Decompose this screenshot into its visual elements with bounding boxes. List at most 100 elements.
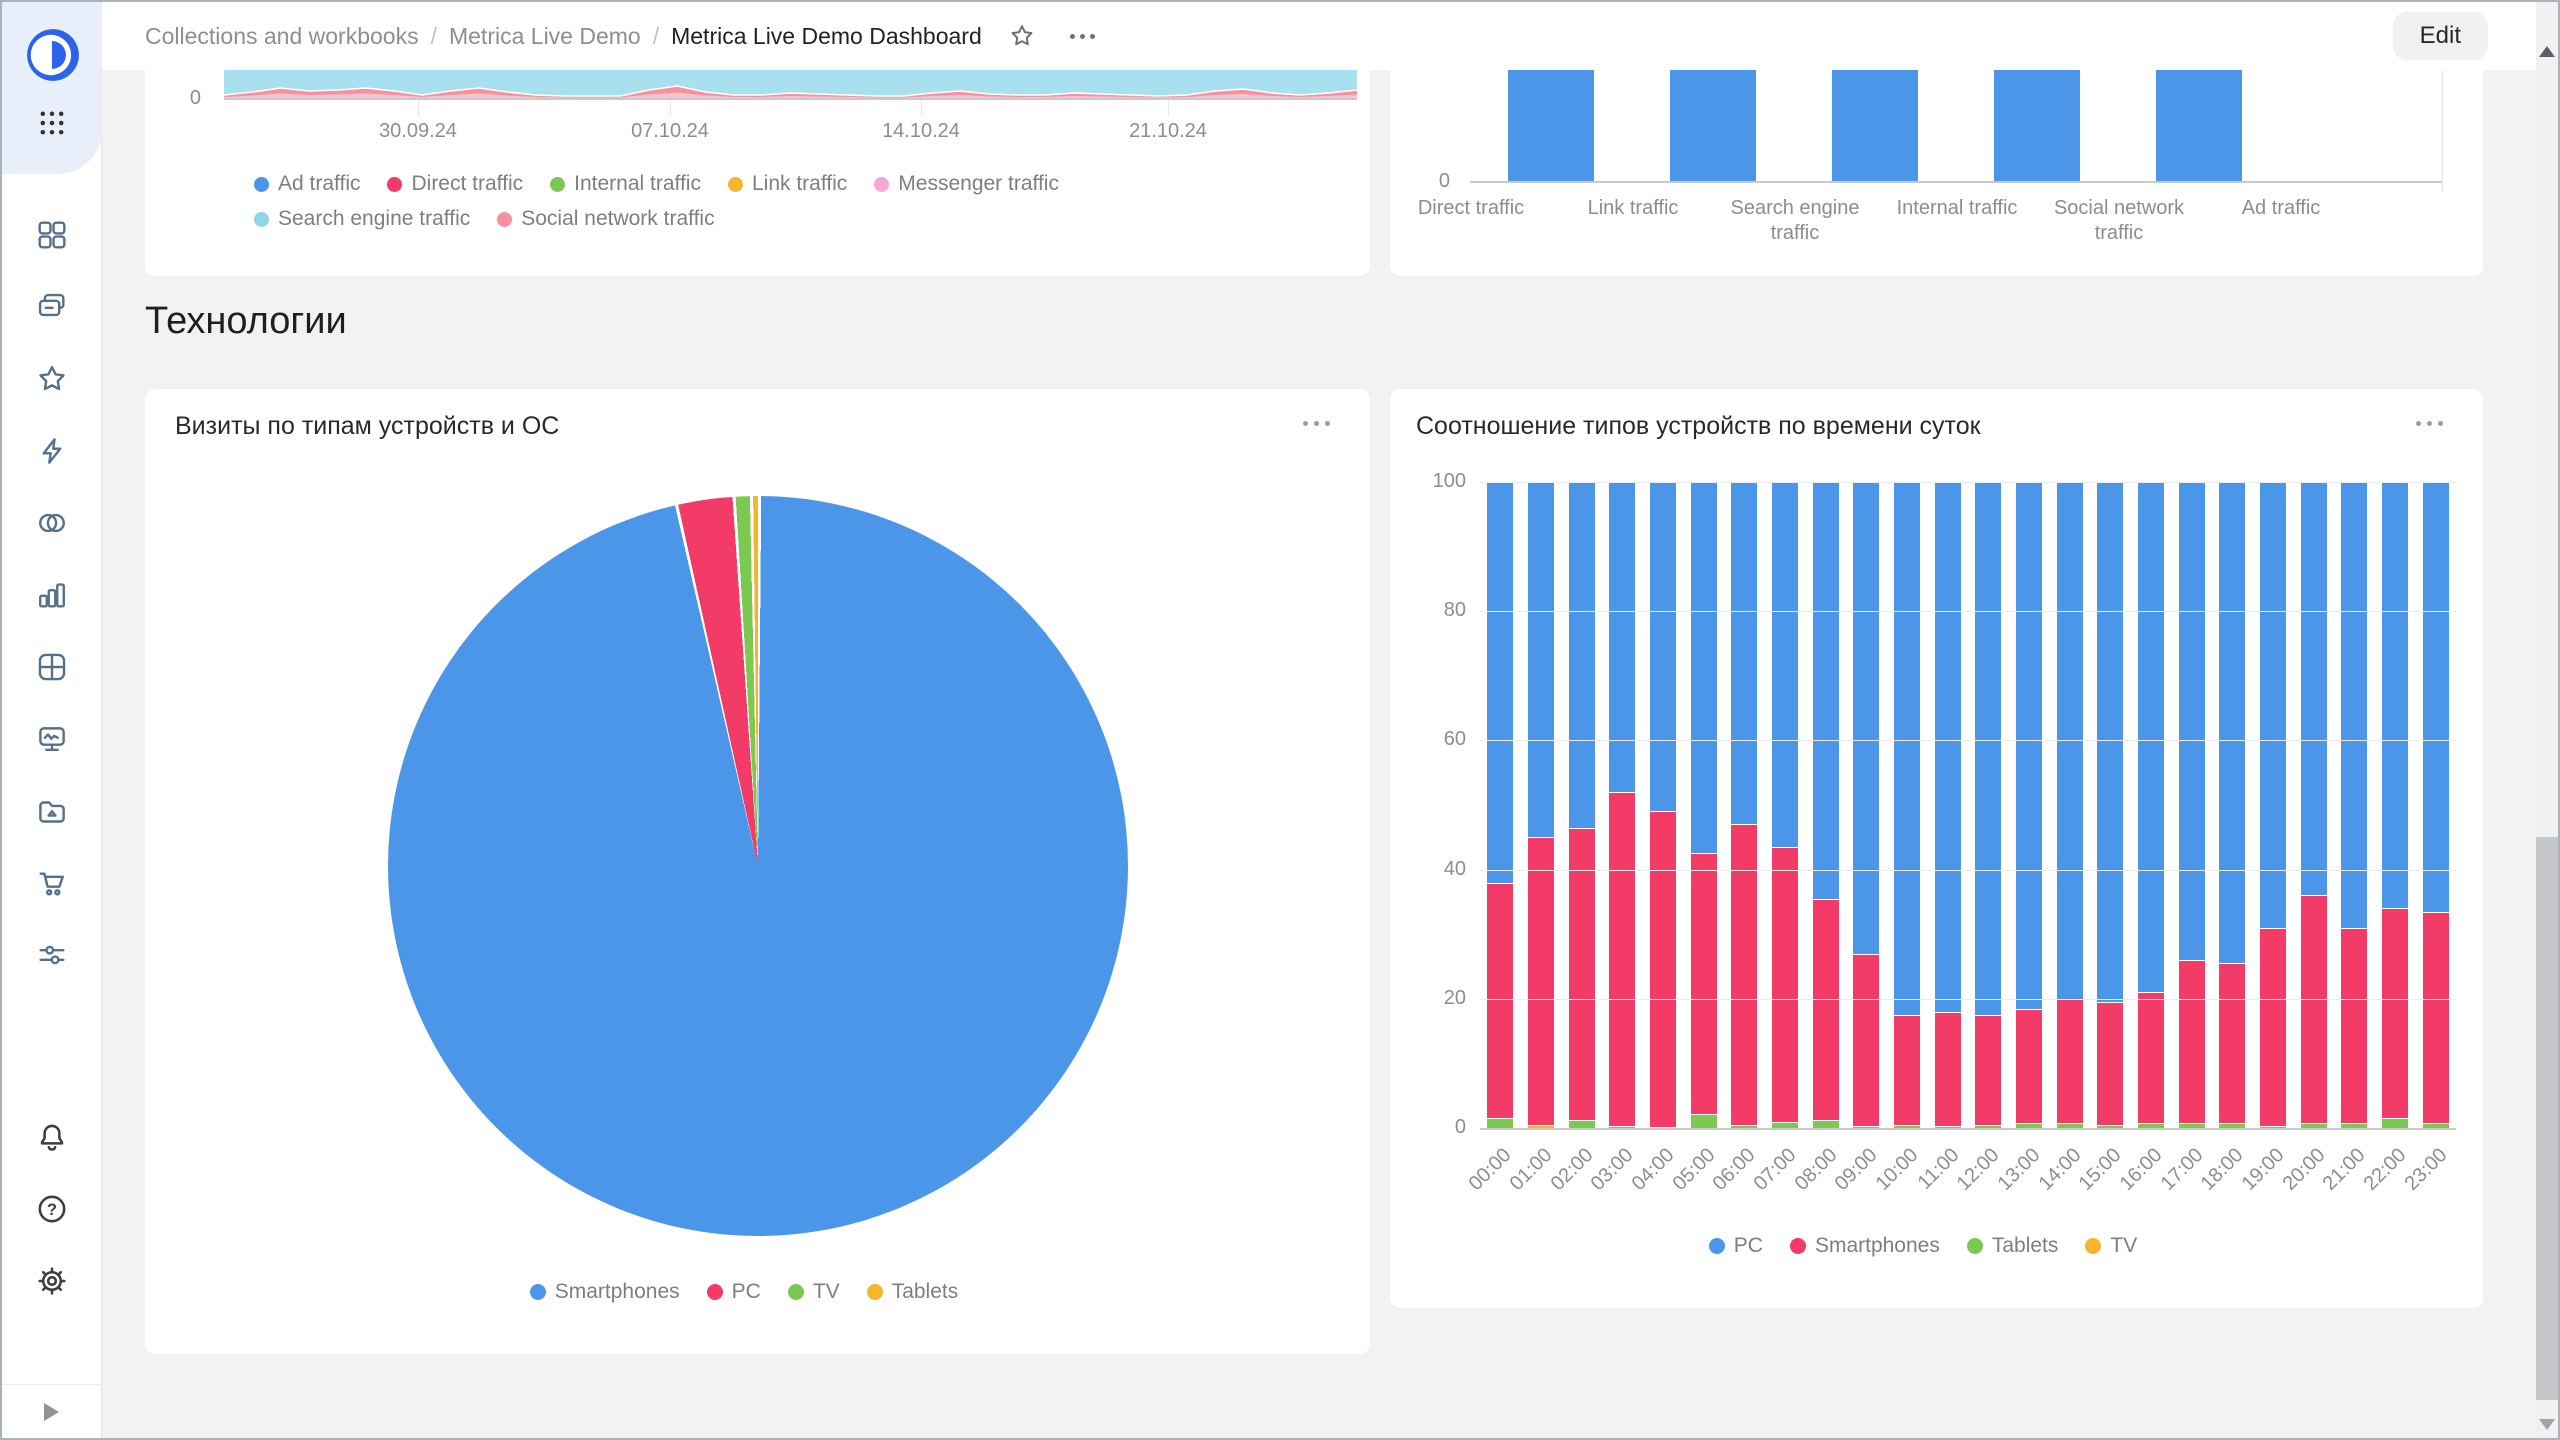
notifications-bell-icon[interactable] <box>34 1119 70 1155</box>
stacked-bar[interactable] <box>2056 482 2083 1128</box>
favorites-star-icon[interactable] <box>34 361 70 397</box>
bar-segment-pc <box>1975 482 2002 1015</box>
stacked-bar[interactable] <box>2382 482 2408 1128</box>
sidebar-nav <box>2 217 102 973</box>
y-axis-label: 80 <box>1443 599 1466 622</box>
device-pie[interactable] <box>388 496 1128 1236</box>
bar[interactable] <box>1994 70 2080 181</box>
stacked-bar[interactable] <box>1975 482 2002 1128</box>
legend-label: Tablets <box>1991 1234 2059 1257</box>
breadcrumb-item[interactable]: Metrica Live Demo <box>448 22 641 49</box>
bar[interactable] <box>1508 70 1594 181</box>
stacked-bar[interactable] <box>1487 482 1514 1128</box>
expand-sidebar-icon[interactable] <box>44 1402 59 1421</box>
breadcrumb-item[interactable]: Collections and workbooks <box>145 22 419 49</box>
chart-menu-icon[interactable] <box>1303 421 1330 426</box>
datalens-logo[interactable] <box>24 26 82 84</box>
bar-segment-pc <box>2422 482 2449 912</box>
bar-segment-smartphones <box>1690 853 1717 1114</box>
legend-item[interactable]: Link traffic <box>727 172 847 196</box>
x-axis-label: 07.10.24 <box>631 120 709 142</box>
edit-button[interactable]: Edit <box>2392 12 2488 60</box>
services-sliders-icon[interactable] <box>34 937 70 973</box>
bar-segment-pc <box>1568 482 1595 828</box>
legend-item[interactable]: Internal traffic <box>550 172 701 196</box>
bar-segment-tv <box>1528 1125 1554 1128</box>
legend-item[interactable]: Smartphones <box>1789 1234 1940 1258</box>
stacked-bar[interactable] <box>1528 482 1554 1128</box>
bar[interactable] <box>1832 70 1918 181</box>
stacked-bar[interactable] <box>2300 482 2327 1128</box>
monitoring-icon[interactable] <box>34 721 70 757</box>
scroll-up-icon[interactable] <box>2539 46 2555 57</box>
more-actions-icon[interactable] <box>1069 33 1095 39</box>
legend-swatch <box>787 1284 804 1300</box>
scroll-down-icon[interactable] <box>2539 1419 2555 1430</box>
y-axis-label: 20 <box>1443 986 1466 1009</box>
bar-segment-pc <box>2382 482 2408 909</box>
legend-label: TV <box>2110 1234 2138 1257</box>
scrollbar-thumb[interactable] <box>2536 837 2558 1400</box>
stacked-bar[interactable] <box>1894 482 1920 1128</box>
legend-swatch <box>727 176 743 192</box>
stacked-bar[interactable] <box>2422 482 2449 1128</box>
stacked-bar[interactable] <box>2219 482 2246 1128</box>
stacked-bar[interactable] <box>2097 482 2124 1128</box>
stacked-bar[interactable] <box>2138 482 2164 1128</box>
bar[interactable] <box>1670 70 1756 181</box>
chart-menu-icon[interactable] <box>2416 421 2443 426</box>
settings-gear-icon[interactable] <box>34 1263 70 1299</box>
stacked-bar[interactable] <box>2260 482 2286 1128</box>
bar-segment-pc <box>1894 482 1920 1015</box>
bar[interactable] <box>2156 70 2242 181</box>
stacked-bar[interactable] <box>1690 482 1717 1128</box>
legend-item[interactable]: TV <box>787 1280 840 1304</box>
page-scrollbar[interactable] <box>2536 2 2558 1438</box>
x-axis-label: Search engine traffic <box>1730 197 1860 244</box>
svg-text:?: ? <box>47 1201 57 1219</box>
stacked-bar[interactable] <box>1731 482 1758 1128</box>
storage-folder-icon[interactable] <box>34 793 70 829</box>
legend-item[interactable]: Direct traffic <box>387 172 523 196</box>
stacked-bar[interactable] <box>1772 482 1798 1128</box>
stacked-bar[interactable] <box>2178 482 2205 1128</box>
legend-item[interactable]: TV <box>2085 1234 2137 1258</box>
charts-icon[interactable] <box>34 577 70 613</box>
traffic-area-chart-card: 30.09.24 07.10.24 14.10.24 21.10.24 0 Ad tra… <box>145 70 1370 276</box>
dashboards-table-icon[interactable] <box>34 649 70 685</box>
y-axis-label: 40 <box>1443 857 1466 880</box>
legend-swatch <box>550 176 566 192</box>
grid-squares-icon[interactable] <box>34 217 70 253</box>
help-icon[interactable]: ? <box>34 1191 70 1227</box>
favorite-star-icon[interactable] <box>1008 22 1036 50</box>
stacked-bar[interactable] <box>1853 482 1880 1128</box>
stacked-bar[interactable] <box>1568 482 1595 1128</box>
legend-item[interactable]: Smartphones <box>529 1280 680 1304</box>
stacked-bar[interactable] <box>1934 482 1961 1128</box>
legend-item[interactable]: PC <box>1708 1234 1763 1258</box>
legend-item[interactable]: Tablets <box>1966 1234 2059 1258</box>
stacked-bar[interactable] <box>2016 482 2042 1128</box>
legend-item[interactable]: Messenger traffic <box>874 172 1059 196</box>
legend-swatch <box>866 1284 883 1300</box>
connections-lightning-icon[interactable] <box>34 433 70 469</box>
legend-item[interactable]: Search engine traffic <box>254 207 470 231</box>
legend-item[interactable]: Ad traffic <box>254 172 360 196</box>
legend-item[interactable]: Tablets <box>866 1280 958 1304</box>
legend-label: Direct traffic <box>411 172 524 195</box>
y-gridline <box>1480 998 2456 1000</box>
stacked-bar[interactable] <box>2341 482 2368 1128</box>
bar-segment-tablets <box>2056 1122 2083 1128</box>
stacked-bar[interactable] <box>1812 482 1839 1128</box>
apps-grid-icon[interactable] <box>34 105 70 141</box>
stacked-bar[interactable] <box>1609 482 1636 1128</box>
stacked-bar[interactable] <box>1650 482 1676 1128</box>
datasets-icon[interactable] <box>34 505 70 541</box>
marketplace-cart-icon[interactable] <box>34 865 70 901</box>
legend-item[interactable]: Social network traffic <box>497 207 715 231</box>
legend-item[interactable]: PC <box>706 1280 761 1304</box>
bar-segment-smartphones <box>1650 811 1676 1127</box>
collections-icon[interactable] <box>34 289 70 325</box>
y-gridline <box>1480 482 2456 483</box>
stacked-bar-legend: PC Smartphones Tablets TV <box>1390 1234 2483 1258</box>
